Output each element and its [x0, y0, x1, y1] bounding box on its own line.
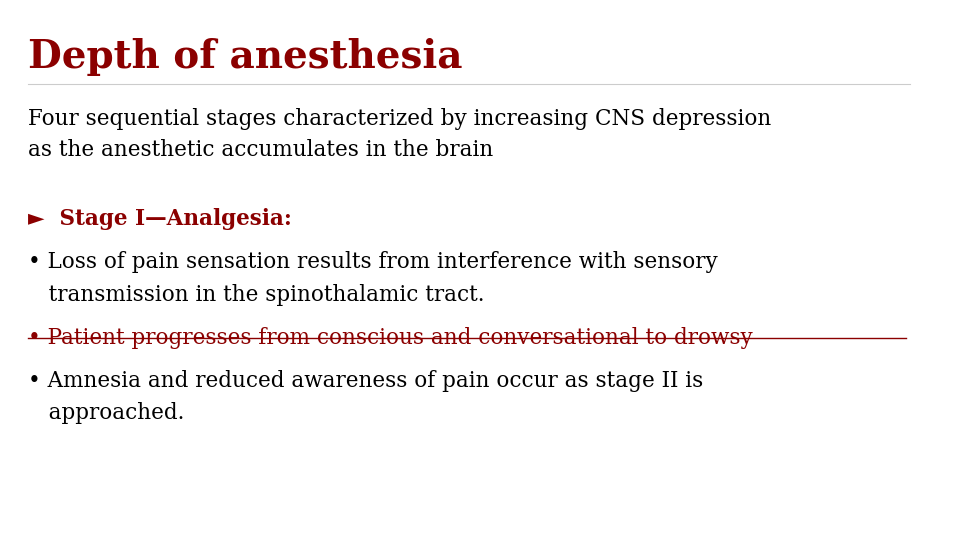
Text: Four sequential stages characterized by increasing CNS depression
as the anesthe: Four sequential stages characterized by … — [28, 108, 772, 160]
Text: • Loss of pain sensation results from interference with sensory: • Loss of pain sensation results from in… — [28, 251, 718, 273]
Text: Depth of anesthesia: Depth of anesthesia — [28, 38, 463, 76]
Text: ►  Stage I—Analgesia:: ► Stage I—Analgesia: — [28, 208, 292, 230]
Text: transmission in the spinothalamic tract.: transmission in the spinothalamic tract. — [28, 284, 485, 306]
Text: • Patient progresses from conscious and conversational to drowsy: • Patient progresses from conscious and … — [28, 327, 753, 349]
Text: • Amnesia and reduced awareness of pain occur as stage II is: • Amnesia and reduced awareness of pain … — [28, 370, 704, 392]
Text: approached.: approached. — [28, 402, 184, 424]
